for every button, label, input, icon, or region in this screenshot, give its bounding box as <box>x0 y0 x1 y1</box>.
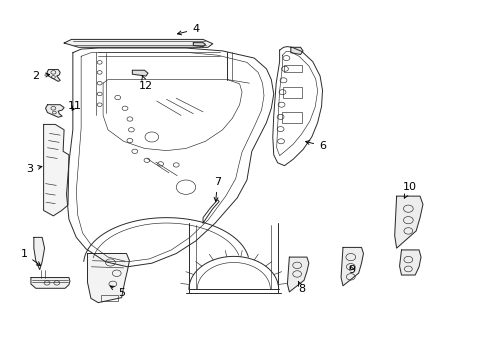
Polygon shape <box>287 257 308 292</box>
Text: 11: 11 <box>68 102 81 112</box>
Polygon shape <box>34 237 44 270</box>
Polygon shape <box>45 105 64 117</box>
Polygon shape <box>64 40 212 47</box>
Text: 1: 1 <box>20 248 41 266</box>
Polygon shape <box>399 250 420 275</box>
Polygon shape <box>132 70 148 76</box>
Text: 8: 8 <box>298 282 305 294</box>
Polygon shape <box>47 69 60 81</box>
Polygon shape <box>31 278 70 288</box>
Text: 7: 7 <box>214 177 221 201</box>
Polygon shape <box>193 42 205 46</box>
Polygon shape <box>394 196 422 248</box>
Text: 2: 2 <box>32 71 49 81</box>
Text: 10: 10 <box>403 182 416 198</box>
Text: 9: 9 <box>347 265 355 275</box>
Polygon shape <box>340 247 363 286</box>
Polygon shape <box>87 253 129 303</box>
Polygon shape <box>43 125 69 216</box>
Text: 12: 12 <box>139 76 153 91</box>
Text: 5: 5 <box>110 286 125 298</box>
Polygon shape <box>290 47 303 54</box>
Text: 6: 6 <box>305 141 325 151</box>
Text: 4: 4 <box>177 24 199 35</box>
Text: 3: 3 <box>26 164 42 174</box>
